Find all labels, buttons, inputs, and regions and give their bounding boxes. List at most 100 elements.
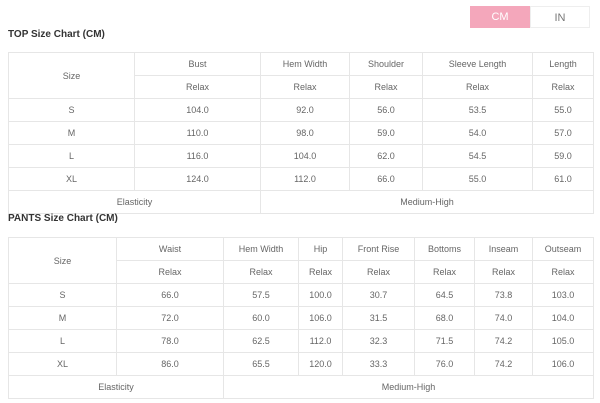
value-cell: 112.0 [298,329,343,353]
value-cell: 64.5 [414,283,475,307]
size-header: Size [8,237,117,284]
unit-in-button[interactable]: IN [530,6,590,28]
table-row: L 116.0 104.0 62.0 54.5 59.0 [8,144,594,168]
value-cell: 30.7 [342,283,415,307]
column-header: Shoulder [349,52,423,76]
column-header: Front Rise [342,237,415,261]
value-cell: 98.0 [260,121,350,145]
table-row: L 78.0 62.5 112.0 32.3 71.5 74.2 105.0 [8,329,594,353]
elasticity-row: Elasticity Medium-High [8,375,594,399]
unit-toggle: CM IN [470,6,590,28]
value-cell: 112.0 [260,167,350,191]
column-header: Hip [298,237,343,261]
value-cell: 55.0 [422,167,533,191]
value-cell: 55.0 [532,98,594,122]
value-cell: 53.5 [422,98,533,122]
elasticity-value: Medium-High [260,190,594,214]
value-cell: 104.0 [260,144,350,168]
value-cell: 59.0 [532,144,594,168]
relax-label: Relax [116,260,224,284]
pants-size-table: Size Waist Hem Width Hip Front Rise Bottoms In… [8,237,594,399]
value-cell: 56.0 [349,98,423,122]
value-cell: 62.5 [223,329,299,353]
value-cell: 68.0 [414,306,475,330]
relax-label: Relax [223,260,299,284]
value-cell: 65.5 [223,352,299,376]
size-cell: L [8,329,117,353]
pants-size-chart-title: PANTS Size Chart (CM) [8,213,118,224]
value-cell: 104.0 [134,98,261,122]
value-cell: 106.0 [532,352,594,376]
size-cell: XL [8,352,117,376]
column-header: Bust [134,52,261,76]
value-cell: 78.0 [116,329,224,353]
column-header: Hem Width [260,52,350,76]
value-cell: 100.0 [298,283,343,307]
value-cell: 54.5 [422,144,533,168]
value-cell: 31.5 [342,306,415,330]
value-cell: 66.0 [349,167,423,191]
value-cell: 62.0 [349,144,423,168]
table-row: M 72.0 60.0 106.0 31.5 68.0 74.0 104.0 [8,306,594,330]
value-cell: 106.0 [298,306,343,330]
header-row: Size Waist Hem Width Hip Front Rise Bottoms In… [8,237,594,284]
value-cell: 60.0 [223,306,299,330]
size-cell: M [8,306,117,330]
value-cell: 92.0 [260,98,350,122]
value-cell: 61.0 [532,167,594,191]
value-cell: 66.0 [116,283,224,307]
top-size-table: Size Bust Hem Width Shoulder Sleeve Length Le… [8,52,594,214]
relax-label: Relax [342,260,415,284]
subheader-row: Relax Relax Relax Relax Relax [9,75,594,99]
value-cell: 103.0 [532,283,594,307]
relax-label: Relax [474,260,533,284]
relax-label: Relax [349,75,423,99]
unit-cm-button[interactable]: CM [470,6,530,28]
relax-label: Relax [422,75,533,99]
value-cell: 120.0 [298,352,343,376]
relax-label: Relax [260,75,350,99]
size-cell: M [8,121,135,145]
column-header: Inseam [474,237,533,261]
relax-label: Relax [134,75,261,99]
value-cell: 86.0 [116,352,224,376]
value-cell: 54.0 [422,121,533,145]
column-header: Sleeve Length [422,52,533,76]
relax-label: Relax [532,75,594,99]
header-row: Size Bust Hem Width Shoulder Sleeve Length Le… [8,52,594,99]
size-cell: XL [8,167,135,191]
elasticity-label: Elasticity [8,375,224,399]
top-size-chart-title: TOP Size Chart (CM) [8,29,105,40]
value-cell: 33.3 [342,352,415,376]
size-cell: L [8,144,135,168]
table-row: S 104.0 92.0 56.0 53.5 55.0 [8,98,594,122]
value-cell: 57.0 [532,121,594,145]
value-cell: 105.0 [532,329,594,353]
table-row: XL 86.0 65.5 120.0 33.3 76.0 74.2 106.0 [8,352,594,376]
relax-label: Relax [414,260,475,284]
relax-label: Relax [298,260,343,284]
column-header: Hem Width [223,237,299,261]
value-cell: 57.5 [223,283,299,307]
column-header: Length [532,52,594,76]
value-cell: 71.5 [414,329,475,353]
value-cell: 74.2 [474,329,533,353]
elasticity-row: Elasticity Medium-High [8,190,594,214]
column-header: Bottoms [414,237,475,261]
value-cell: 59.0 [349,121,423,145]
column-header: Waist [116,237,224,261]
table-row: S 66.0 57.5 100.0 30.7 64.5 73.8 103.0 [8,283,594,307]
value-cell: 73.8 [474,283,533,307]
size-header: Size [8,52,135,99]
relax-label: Relax [532,260,594,284]
value-cell: 74.0 [474,306,533,330]
column-header: Outseam [532,237,594,261]
table-row: XL 124.0 112.0 66.0 55.0 61.0 [8,167,594,191]
value-cell: 72.0 [116,306,224,330]
value-cell: 76.0 [414,352,475,376]
value-cell: 124.0 [134,167,261,191]
size-cell: S [8,98,135,122]
value-cell: 104.0 [532,306,594,330]
size-cell: S [8,283,117,307]
value-cell: 74.2 [474,352,533,376]
